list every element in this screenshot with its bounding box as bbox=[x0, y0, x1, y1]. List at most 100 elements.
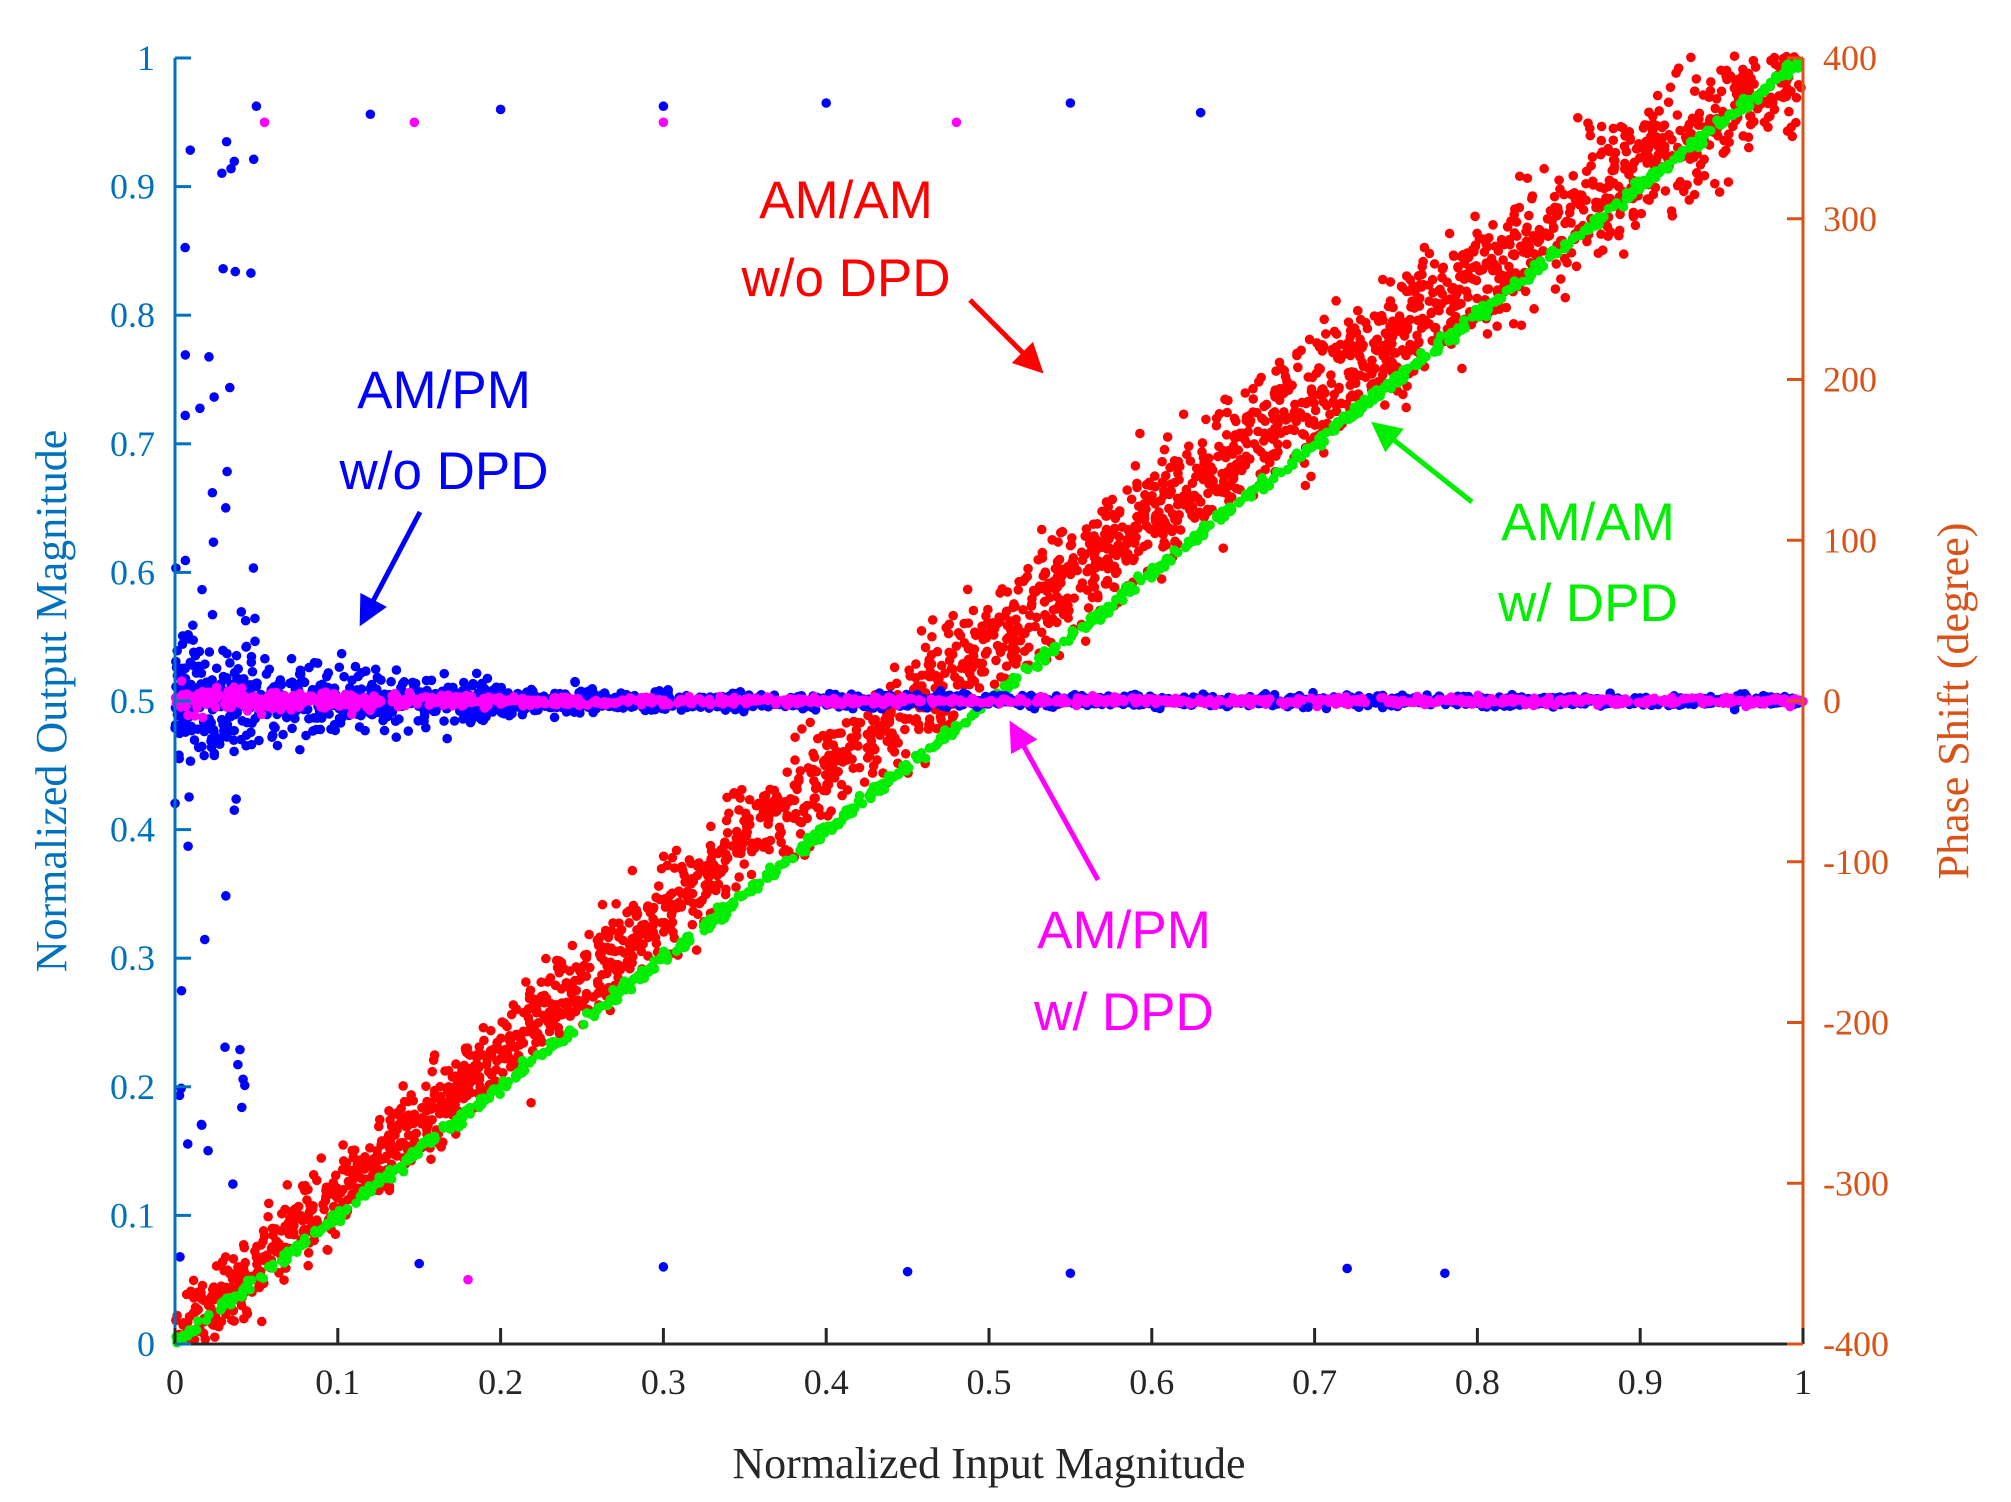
am-am-no-dpd-point bbox=[1326, 378, 1337, 389]
am-am-no-dpd-point bbox=[365, 1143, 375, 1153]
am-am-no-dpd-point bbox=[1509, 228, 1520, 238]
am-am-no-dpd-point bbox=[556, 984, 567, 994]
am-am-no-dpd-point bbox=[791, 779, 802, 790]
am-am-no-dpd-point bbox=[384, 1106, 394, 1116]
am-am-no-dpd-point bbox=[1748, 55, 1759, 66]
am-am-dpd-point bbox=[873, 786, 883, 797]
am-am-no-dpd-point bbox=[1222, 407, 1232, 418]
am-am-no-dpd-point bbox=[1202, 507, 1212, 518]
am-am-dpd-point bbox=[947, 730, 958, 741]
am-am-no-dpd-point bbox=[1044, 618, 1054, 629]
am-am-no-dpd-point bbox=[435, 1105, 445, 1116]
am-am-no-dpd-point bbox=[361, 1157, 372, 1168]
am-am-no-dpd-point bbox=[553, 1022, 564, 1033]
am-am-no-dpd-point bbox=[1226, 492, 1237, 502]
am-am-no-dpd-point bbox=[1429, 259, 1440, 269]
am-am-dpd-point bbox=[1705, 125, 1716, 136]
am-am-dpd-point bbox=[1126, 582, 1137, 593]
am-am-no-dpd-point bbox=[1260, 416, 1270, 427]
am-am-no-dpd-point bbox=[1349, 374, 1360, 385]
am-am-no-dpd-point bbox=[1596, 121, 1607, 132]
am-am-no-dpd-point bbox=[760, 798, 771, 809]
am-am-no-dpd-point bbox=[927, 631, 937, 642]
am-am-no-dpd-point bbox=[406, 1090, 416, 1100]
am-am-no-dpd-point bbox=[1157, 456, 1167, 467]
am-am-no-dpd-point bbox=[495, 1044, 505, 1055]
am-am-no-dpd-point bbox=[417, 1102, 427, 1113]
am-pm-no-dpd-point bbox=[477, 678, 487, 689]
am-am-no-dpd-point bbox=[1472, 293, 1482, 304]
am-am-no-dpd-point bbox=[672, 902, 683, 913]
am-am-no-dpd-point bbox=[1254, 377, 1264, 387]
am-am-no-dpd-point bbox=[1488, 220, 1498, 230]
am-am-no-dpd-point bbox=[797, 724, 807, 734]
am-am-no-dpd-point bbox=[791, 808, 801, 819]
am-am-no-dpd-point bbox=[384, 1142, 395, 1153]
am-am-no-dpd-point bbox=[1529, 304, 1539, 314]
am-am-no-dpd-point bbox=[1211, 413, 1222, 424]
am-am-no-dpd-point bbox=[469, 1060, 480, 1071]
am-am-no-dpd-point bbox=[1132, 478, 1142, 489]
am-am-no-dpd-point bbox=[1218, 543, 1229, 553]
am-am-no-dpd-point bbox=[702, 860, 712, 871]
am-am-no-dpd-point bbox=[1652, 90, 1663, 101]
am-am-no-dpd-point bbox=[1373, 316, 1384, 326]
am-am-no-dpd-point bbox=[1142, 496, 1153, 507]
am-am-no-dpd-point bbox=[228, 1254, 239, 1264]
am-am-no-dpd-point bbox=[1615, 121, 1626, 132]
am-am-no-dpd-point bbox=[1406, 302, 1416, 312]
am-am-no-dpd-point bbox=[1603, 231, 1613, 242]
am-am-no-dpd-point bbox=[427, 1066, 438, 1077]
am-am-no-dpd-point bbox=[1682, 180, 1692, 190]
am-am-dpd-point bbox=[910, 750, 921, 761]
am-pm-no-dpd-point bbox=[218, 645, 228, 656]
am-am-no-dpd-point bbox=[1320, 329, 1331, 339]
am-am-no-dpd-point bbox=[1191, 463, 1202, 474]
am-am-no-dpd-point bbox=[1357, 342, 1367, 353]
am-am-no-dpd-point bbox=[862, 729, 873, 740]
am-am-no-dpd-point bbox=[282, 1180, 293, 1190]
am-am-no-dpd-point bbox=[1343, 367, 1354, 378]
am-am-no-dpd-point bbox=[688, 906, 698, 917]
am-am-no-dpd-point bbox=[1157, 524, 1167, 534]
am-am-no-dpd-point bbox=[1370, 363, 1380, 374]
am-am-no-dpd-point bbox=[810, 783, 821, 794]
am-am-no-dpd-point bbox=[1308, 415, 1319, 426]
am-am-no-dpd-point bbox=[1031, 612, 1042, 623]
am-am-no-dpd-point bbox=[1743, 132, 1754, 143]
am-am-no-dpd-point bbox=[988, 618, 998, 628]
am-am-no-dpd-point bbox=[1114, 540, 1125, 551]
am-am-dpd-point bbox=[1416, 348, 1426, 358]
am-am-no-dpd-point bbox=[550, 1006, 560, 1016]
am-am-no-dpd-point bbox=[1618, 249, 1629, 259]
am-am-no-dpd-point bbox=[447, 1072, 458, 1082]
am-am-no-dpd-point bbox=[825, 728, 835, 739]
am-am-dpd-point bbox=[762, 870, 772, 881]
am-am-dpd-point bbox=[1295, 451, 1305, 461]
am-am-no-dpd-point bbox=[523, 1004, 533, 1015]
am-pm-no-dpd-point bbox=[272, 740, 283, 751]
am-am-no-dpd-point bbox=[936, 714, 946, 725]
am-am-no-dpd-point bbox=[1713, 131, 1723, 141]
am-am-no-dpd-point bbox=[1109, 523, 1120, 534]
am-am-dpd-point bbox=[1246, 492, 1257, 502]
am-am-no-dpd-point bbox=[593, 979, 603, 989]
am-am-no-dpd-point bbox=[1067, 533, 1077, 543]
am-am-no-dpd-point bbox=[659, 917, 670, 928]
am-am-no-dpd-point bbox=[691, 945, 702, 955]
am-am-no-dpd-point bbox=[1101, 497, 1112, 507]
am-am-no-dpd-point bbox=[618, 961, 629, 972]
am-am-no-dpd-point bbox=[374, 1114, 385, 1125]
am-am-no-dpd-point bbox=[1791, 117, 1801, 128]
am-am-no-dpd-point bbox=[1306, 471, 1316, 482]
am-am-no-dpd-point bbox=[474, 1042, 485, 1052]
am-am-no-dpd-point bbox=[853, 741, 863, 751]
am-am-no-dpd-point bbox=[739, 816, 749, 826]
am-am-no-dpd-point bbox=[1334, 382, 1344, 393]
am-pm-no-dpd-point bbox=[183, 629, 193, 640]
am-am-no-dpd-point bbox=[1040, 609, 1050, 620]
am-am-no-dpd-point bbox=[1489, 259, 1500, 270]
am-am-no-dpd-point bbox=[453, 1082, 464, 1092]
am-am-no-dpd-point bbox=[1024, 642, 1034, 653]
am-am-no-dpd-point bbox=[1252, 407, 1262, 418]
